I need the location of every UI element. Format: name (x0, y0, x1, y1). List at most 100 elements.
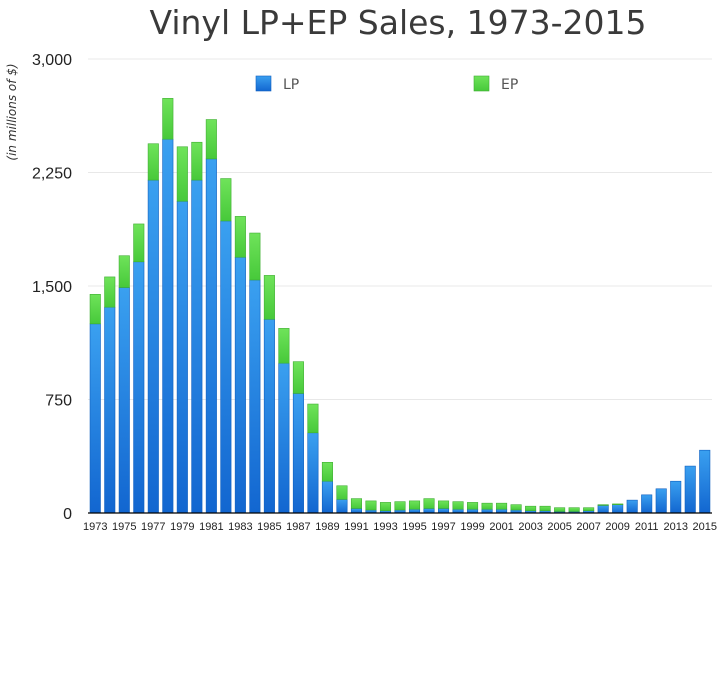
y-tick-label: 2,250 (32, 166, 72, 183)
bar-ep-2000 (481, 502, 493, 510)
bar-lp-1986 (278, 362, 290, 514)
bar-lp-1990 (336, 499, 348, 514)
bar-ep-1976 (133, 223, 145, 263)
bar-lp-1979 (176, 200, 188, 514)
bar-lp-2012 (655, 488, 667, 514)
bar-lp-2008 (597, 505, 609, 514)
bar-ep-2001 (496, 502, 508, 510)
legend-item-ep: EP (473, 75, 518, 93)
bar-ep-1984 (249, 232, 261, 281)
x-tick-label: 2015 (693, 521, 717, 533)
x-tick-label: 2005 (547, 521, 571, 533)
bar-ep-1982 (220, 178, 232, 222)
bar-ep-1995 (408, 500, 421, 510)
bar-lp-1981 (205, 158, 217, 514)
bar-lp-2014 (684, 465, 696, 514)
bar-ep-2002 (510, 504, 522, 511)
bar-lp-1983 (234, 256, 246, 514)
x-tick-label: 1977 (141, 521, 165, 533)
bar-lp-1997 (438, 508, 450, 514)
bar-ep-1986 (278, 328, 290, 364)
x-tick-label: 1987 (286, 521, 310, 533)
bar-ep-1999 (467, 502, 479, 510)
bar-lp-1975 (118, 287, 130, 514)
bar-ep-2006 (568, 507, 580, 512)
bar-lp-1996 (423, 508, 435, 514)
bar-ep-2007 (583, 507, 595, 512)
bar-ep-1993 (379, 502, 392, 512)
bar-lp-1977 (147, 179, 159, 514)
legend: LP EP (255, 75, 518, 93)
bar-lp-1980 (191, 179, 203, 514)
bar-ep-1974 (104, 276, 116, 308)
bar-ep-2004 (539, 505, 551, 512)
bar-lp-2010 (626, 499, 638, 514)
x-tick-label: 1997 (431, 521, 455, 533)
bar-ep-1997 (438, 500, 450, 509)
bar-ep-1978 (162, 98, 174, 140)
x-tick-label: 1991 (344, 521, 368, 533)
bar-lp-1973 (89, 323, 101, 514)
bar-ep-2003 (525, 505, 537, 512)
bar-ep-1983 (234, 216, 246, 258)
bar-lp-1978 (162, 138, 174, 514)
bar-ep-1981 (205, 119, 217, 160)
bar-ep-1975 (118, 255, 130, 288)
bar-ep-1980 (191, 141, 203, 181)
bar-lp-1976 (133, 261, 145, 514)
x-tick-label: 1981 (199, 521, 223, 533)
x-tick-label: 1983 (228, 521, 252, 533)
bar-lp-1984 (249, 279, 261, 514)
bar-lp-1988 (307, 432, 319, 514)
bar-ep-1991 (350, 498, 362, 509)
bar-lp-2015 (699, 449, 711, 514)
bar-lp-1991 (350, 508, 362, 514)
y-tick-label: 3,000 (32, 52, 72, 69)
x-tick-label: 1979 (170, 521, 194, 533)
x-tick-label: 2013 (663, 521, 687, 533)
x-axis-ticks: 1973 1975 1977 1979 1981 1983 1985 1987 1989 1991… (83, 521, 717, 533)
bar-ep-1987 (292, 361, 304, 394)
x-tick-label: 1973 (83, 521, 107, 533)
bar-lp-1982 (220, 220, 232, 514)
bar-ep-2009 (612, 503, 624, 505)
bar-ep-1989 (321, 462, 333, 482)
bar-ep-1977 (147, 143, 159, 181)
y-tick-label: 0 (63, 506, 72, 523)
bar-lp-2013 (670, 480, 682, 514)
legend-label: EP (501, 77, 518, 93)
bar-lp-2011 (641, 494, 653, 514)
x-tick-label: 2001 (489, 521, 513, 533)
bar-ep-1994 (394, 501, 406, 511)
y-axis-ticks: 0 750 1,500 2,250 3,000 (32, 52, 72, 523)
bar-ep-1979 (176, 146, 188, 202)
bar-ep-1992 (365, 500, 377, 511)
x-tick-label: 2009 (605, 521, 629, 533)
x-tick-label: 1975 (112, 521, 136, 533)
bar-ep-2008 (597, 504, 609, 506)
bar-lp-1974 (104, 306, 116, 514)
y-tick-label: 750 (45, 393, 72, 410)
x-tick-label: 2011 (635, 521, 659, 533)
y-tick-label: 1,500 (32, 279, 72, 296)
legend-swatch (255, 75, 272, 92)
bars (89, 98, 711, 514)
bar-lp-2009 (612, 504, 624, 514)
bar-ep-1985 (263, 275, 275, 320)
x-tick-label: 2007 (576, 521, 600, 533)
legend-item-lp: LP (255, 75, 299, 93)
x-tick-label: 1985 (257, 521, 281, 533)
bar-ep-2005 (554, 507, 566, 512)
bar-ep-1988 (307, 403, 319, 434)
bar-lp-1987 (292, 393, 304, 514)
x-tick-label: 1989 (315, 521, 339, 533)
bar-lp-1985 (263, 318, 275, 514)
x-tick-label: 1999 (460, 521, 484, 533)
bar-ep-1998 (452, 501, 464, 510)
x-tick-label: 1993 (373, 521, 397, 533)
y-axis-label: (in millions of $) (5, 63, 19, 160)
legend-label: LP (283, 77, 299, 93)
x-tick-label: 1995 (402, 521, 426, 533)
legend-swatch (473, 75, 490, 92)
